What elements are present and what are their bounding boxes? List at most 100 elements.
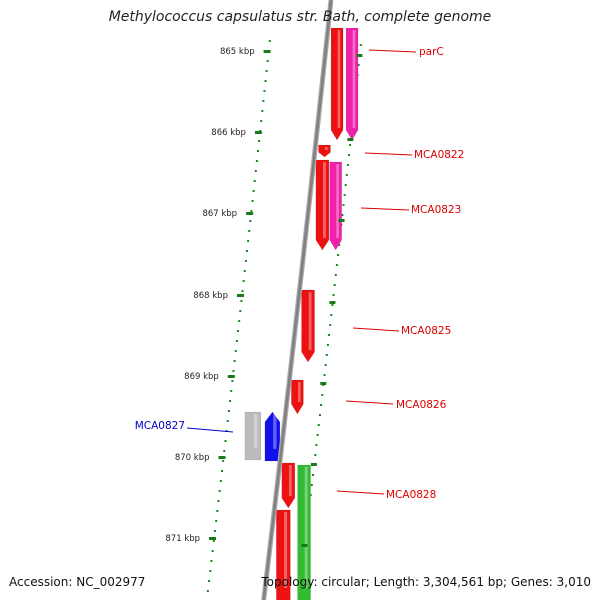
scale-dot: [330, 314, 333, 316]
right-tick-mark: [347, 138, 354, 141]
scale-dot: [251, 200, 254, 202]
gene-MCA0828[interactable]: [281, 462, 296, 509]
gene-MCA0823[interactable]: [315, 159, 330, 251]
scale-dot: [235, 340, 238, 342]
scale-dot: [229, 400, 232, 402]
gene-pink-2[interactable]: [329, 161, 342, 251]
scale-dot: [208, 580, 211, 582]
scale-dot: [264, 80, 267, 82]
scale-dot: [321, 394, 324, 396]
scale-dot: [311, 474, 314, 476]
scale-dot: [309, 494, 312, 496]
kbp-tick-mark: [246, 212, 254, 215]
gene-label-MCA0823[interactable]: MCA0823: [411, 204, 461, 216]
kbp-tick-mark: [218, 456, 226, 459]
scale-dot: [256, 150, 259, 152]
scale-dot: [316, 434, 319, 436]
kbp-tick-mark: [236, 294, 244, 297]
kbp-tick-mark: [209, 537, 217, 540]
gene-pink-1[interactable]: [345, 27, 359, 141]
gene-label-MCA0822[interactable]: MCA0822: [414, 149, 464, 161]
scale-dot: [325, 354, 328, 356]
scale-dot: [218, 490, 221, 492]
gene-grey-1[interactable]: [244, 411, 262, 461]
scale-dot: [343, 194, 346, 196]
gene-MCA0822[interactable]: [318, 144, 331, 158]
gene-leader-line: [336, 490, 385, 495]
scale-dot: [211, 550, 214, 552]
backbone: [261, 0, 334, 600]
scale-dot: [253, 180, 256, 182]
gene-leader-line: [352, 327, 400, 332]
kbp-tick-label: 871 kbp: [165, 534, 200, 544]
scale-dot: [320, 404, 323, 406]
scale-dot: [216, 510, 219, 512]
gene-parC[interactable]: [330, 27, 344, 141]
scale-dot: [334, 274, 337, 276]
gene-label-MCA0826[interactable]: MCA0826: [396, 399, 447, 411]
gene-green-1[interactable]: [297, 464, 311, 600]
scale-dot: [317, 424, 320, 426]
scale-dot: [335, 264, 338, 266]
gene-label-MCA0825[interactable]: MCA0825: [401, 325, 451, 337]
kbp-tick-label: 870 kbp: [175, 453, 210, 463]
scale-dot: [210, 560, 213, 562]
right-tick-mark: [301, 544, 308, 547]
right-tick-mark: [329, 301, 336, 304]
kbp-tick-mark: [263, 50, 271, 53]
scale-dot: [315, 444, 318, 446]
scale-dot: [226, 420, 229, 422]
scale-dot: [347, 154, 350, 156]
scale-dot: [346, 164, 349, 166]
scale-dot: [246, 250, 248, 252]
scale-dot: [349, 144, 352, 146]
gene-red-continuation[interactable]: [276, 509, 291, 600]
scale-dot: [223, 450, 226, 452]
gene-MCA0825[interactable]: [301, 289, 315, 363]
scale-dot: [213, 530, 216, 532]
scale-dot: [252, 190, 255, 192]
gene-MCA0826[interactable]: [291, 379, 304, 415]
right-tick-mark: [320, 382, 327, 385]
gene-labels[interactable]: parC MCA0822 MCA0823 MCA0825 MCA0826 MCA0827 M…: [135, 46, 465, 501]
scale-dot: [220, 470, 223, 472]
scale-dot: [242, 280, 245, 282]
scale-dot: [240, 300, 243, 302]
scale-dot: [241, 290, 244, 292]
gene-MCA0827[interactable]: [264, 411, 281, 462]
scale-dot: [314, 454, 317, 456]
scale-dot: [328, 334, 331, 336]
scale-dot: [329, 324, 332, 326]
scale-dot: [244, 260, 247, 262]
scale-dot: [265, 70, 268, 72]
scale-dot: [338, 244, 341, 246]
gene-leader-line: [345, 400, 394, 405]
topology-summary: Topology: circular; Length: 3,304,561 bp…: [261, 575, 591, 589]
kbp-tick-label: 865 kbp: [220, 47, 255, 57]
kbp-tick-label: 866 kbp: [211, 128, 246, 138]
scale-dot: [247, 240, 250, 242]
gene-label-parC[interactable]: parC: [419, 46, 444, 58]
scale-dot: [215, 520, 218, 522]
scale-dot: [217, 500, 220, 502]
scale-dot: [248, 230, 251, 232]
scale-dot: [224, 440, 227, 442]
scale-dot: [258, 140, 261, 142]
scale-dot: [342, 204, 345, 206]
scale-dot: [255, 160, 258, 162]
scale-dot: [219, 480, 222, 482]
gene-leader-line: [186, 427, 234, 433]
scale-dot: [260, 120, 263, 122]
gene-label-MCA0828[interactable]: MCA0828: [386, 489, 436, 501]
scale-dot: [266, 60, 269, 62]
scale-dot: [233, 360, 236, 362]
gene-label-MCA0827[interactable]: MCA0827: [135, 420, 185, 432]
scale-dot: [227, 410, 230, 412]
kbp-tick-label: 867 kbp: [202, 209, 237, 219]
scale-dot: [261, 110, 264, 112]
kbp-ticks: 865 kbp 866 kbp 867 kbp 868 kbp 869 kbp 870 k…: [165, 47, 363, 547]
scale-dot: [262, 100, 265, 102]
right-tick-mark: [356, 54, 363, 57]
gene-features: [244, 27, 359, 600]
